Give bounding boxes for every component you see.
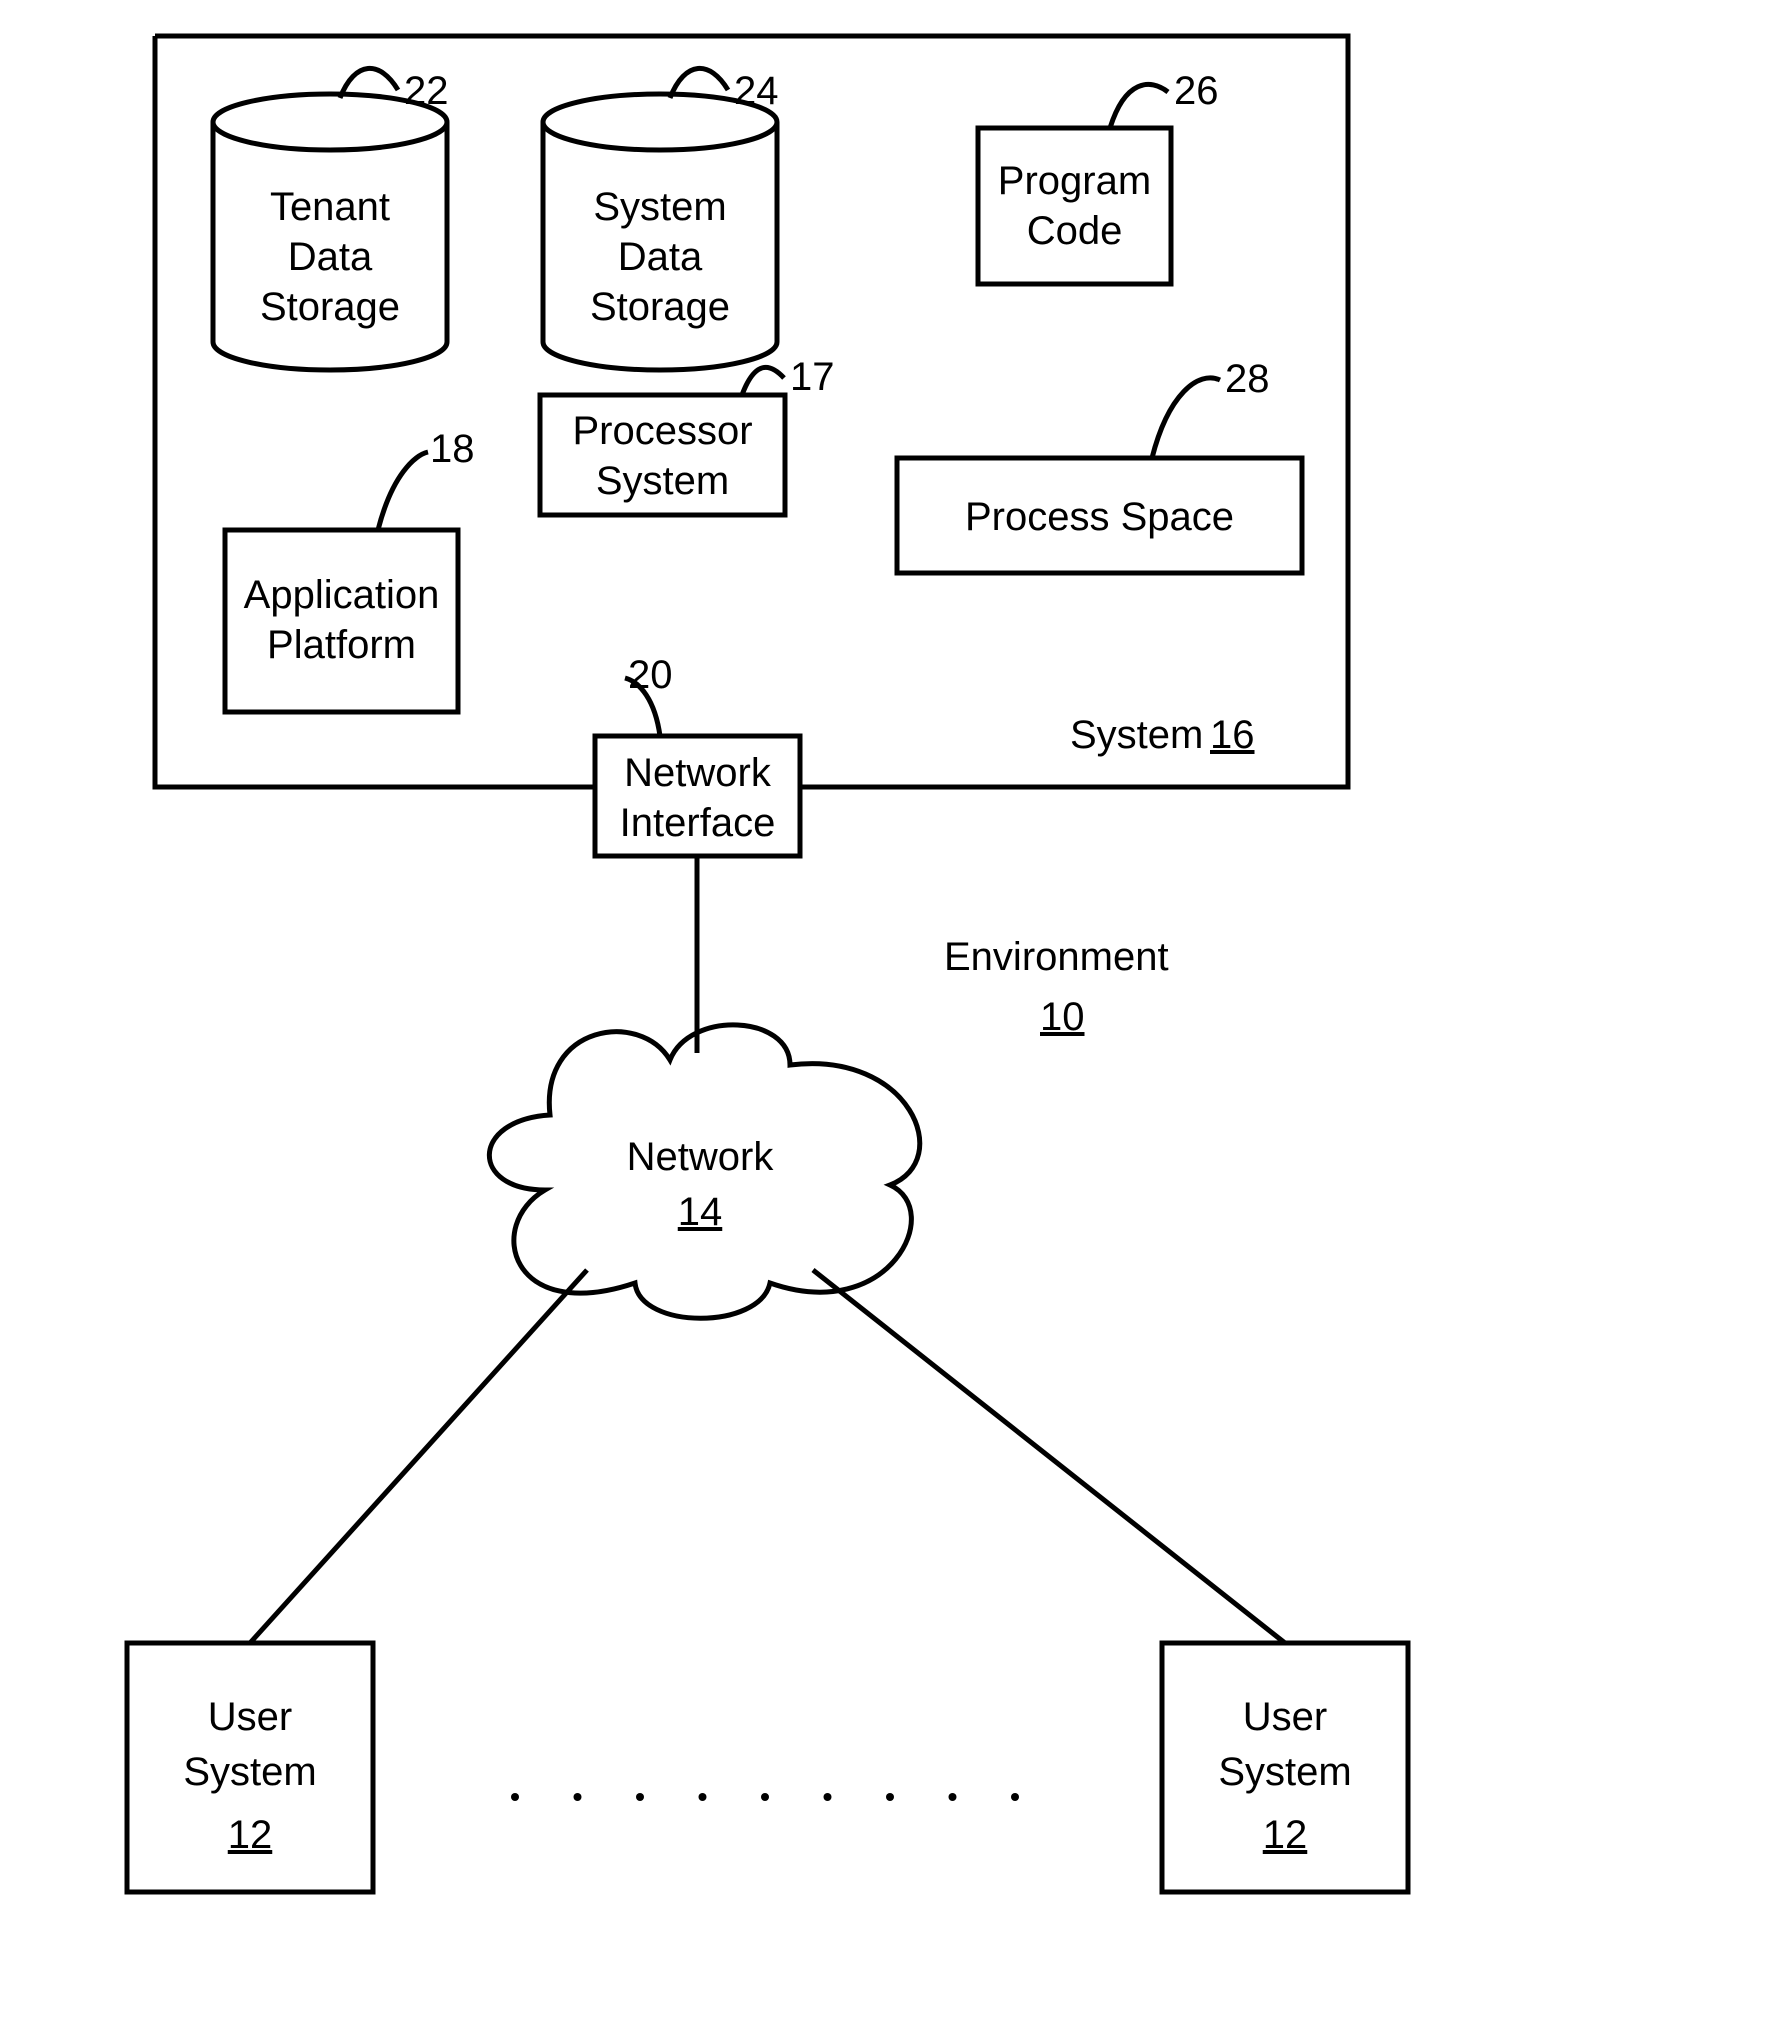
system-data-storage-label: Data [618, 235, 703, 279]
tenant-data-storage-label: Data [288, 235, 373, 279]
system-data-storage-label: Storage [590, 285, 730, 329]
user-system-right-label: System [1218, 1750, 1351, 1794]
user-system-right-ref: 12 [1263, 1813, 1308, 1857]
connector [250, 1270, 587, 1643]
process-space-label: Process Space [965, 495, 1234, 539]
ellipsis-dot [824, 1793, 832, 1801]
ellipsis-dot [636, 1793, 644, 1801]
system-data-storage-ref: 24 [734, 69, 779, 113]
application-platform-ref: 18 [430, 427, 475, 471]
tenant-data-storage-ref: 22 [404, 69, 449, 113]
leader-26 [1110, 84, 1168, 128]
user-system-left-ref: 12 [228, 1813, 273, 1857]
processor-system-ref: 17 [790, 355, 835, 399]
system-data-storage-label: System [593, 185, 726, 229]
ellipsis-dot [761, 1793, 769, 1801]
application-platform [225, 530, 458, 712]
processor-system-label: Processor [572, 409, 752, 453]
user-system-left-label: User [208, 1695, 292, 1739]
tenant-data-storage-label: Storage [260, 285, 400, 329]
environment-label: Environment [944, 935, 1169, 979]
cloud-label: Network [627, 1135, 775, 1179]
ellipsis-dot [1011, 1793, 1019, 1801]
connector [813, 1270, 1285, 1643]
user-system-right-label: User [1243, 1695, 1327, 1739]
user-system-left-label: System [183, 1750, 316, 1794]
ellipsis-dot [949, 1793, 957, 1801]
system-label: System [1070, 713, 1203, 757]
leader-18 [378, 452, 428, 530]
ellipsis-dot [699, 1793, 707, 1801]
network-interface-label: Interface [620, 801, 776, 845]
application-platform-label: Application [244, 573, 440, 617]
tenant-data-storage-label: Tenant [270, 185, 390, 229]
program-code-label: Code [1027, 209, 1123, 253]
ellipsis-dot [511, 1793, 519, 1801]
program-code-ref: 26 [1174, 69, 1219, 113]
leader-28 [1152, 378, 1220, 458]
ellipsis-dot [886, 1793, 894, 1801]
environment-ref: 10 [1040, 995, 1085, 1039]
system-ref: 16 [1210, 713, 1255, 757]
network-interface-label: Network [624, 751, 772, 795]
ellipsis-dot [574, 1793, 582, 1801]
program-code-label: Program [998, 159, 1151, 203]
process-space-ref: 28 [1225, 357, 1270, 401]
application-platform-label: Platform [267, 623, 416, 667]
processor-system-label: System [596, 459, 729, 503]
cloud-ref: 14 [678, 1190, 723, 1234]
leader-17 [742, 367, 784, 395]
network-interface-ref: 20 [628, 653, 673, 697]
program-code [978, 128, 1171, 284]
